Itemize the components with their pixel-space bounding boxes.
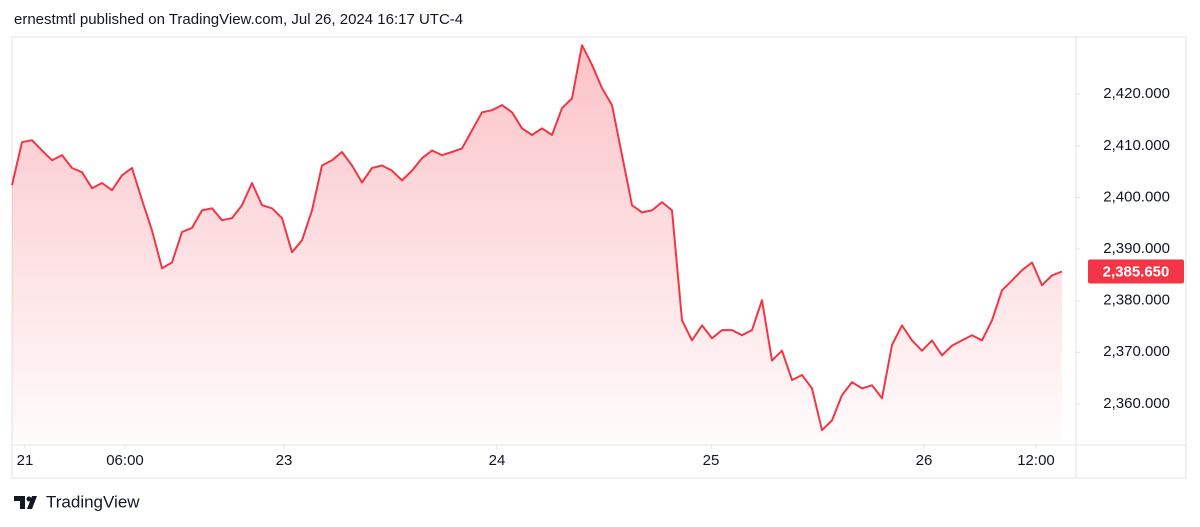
- y-tick-label: 2,360.000: [1103, 395, 1170, 412]
- y-tick-label: 2,410.000: [1103, 137, 1170, 154]
- y-tick-label: 2,370.000: [1103, 343, 1170, 360]
- price-tag: [1088, 259, 1184, 284]
- brand: TradingView: [46, 492, 140, 511]
- x-tick-label: 12:00: [1017, 452, 1055, 469]
- x-tick-label: 06:00: [106, 452, 144, 469]
- y-tick-label: 2,400.000: [1103, 188, 1170, 205]
- x-tick-label: 26: [916, 452, 933, 469]
- y-tick-label: 2,390.000: [1103, 240, 1170, 257]
- logo: [14, 496, 37, 509]
- x-tick-label: 21: [17, 452, 34, 469]
- area-fill: [12, 45, 1062, 440]
- x-tick-label: 25: [703, 452, 720, 469]
- y-tick-label: 2,380.000: [1103, 292, 1170, 309]
- header-text: ernestmtl published on TradingView.com, …: [14, 11, 463, 28]
- price-tag-label: 2,385.650: [1103, 263, 1170, 280]
- y-tick-label: 2,420.000: [1103, 85, 1170, 102]
- x-tick-label: 24: [489, 452, 506, 469]
- x-tick-label: 23: [276, 452, 293, 469]
- price-line: [11, 44, 1063, 432]
